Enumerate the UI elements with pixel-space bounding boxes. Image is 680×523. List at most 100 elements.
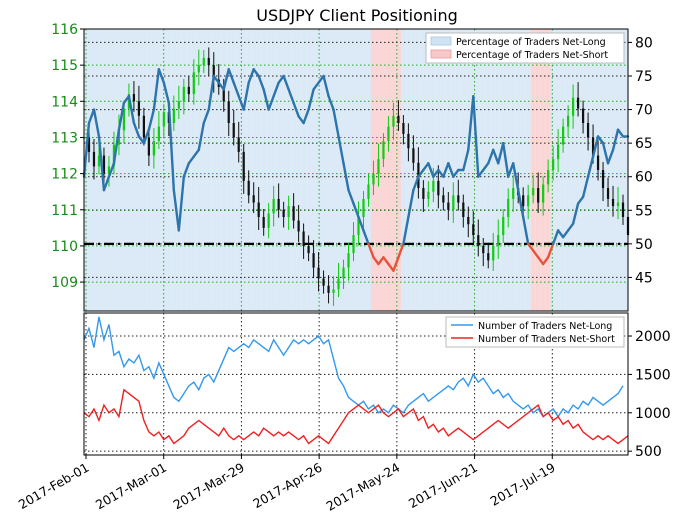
x-axis-date-label: 2017-May-24 [324,460,403,514]
positioning-fill-band [450,29,456,311]
price-candle-body [87,137,91,152]
price-candle-body [382,141,385,160]
price-candle-body [397,115,400,123]
pct-long-segment [187,155,195,165]
price-candle-body [407,133,410,149]
price-candle-body [202,57,205,66]
pct-long-segment [432,168,440,178]
price-candle-body [442,195,445,203]
price-candle-body [187,86,190,95]
price-candle-body [207,57,210,66]
pct-long-segment [322,74,330,98]
pct-long-segment [252,68,260,78]
bottom-right-axis-tick-label: 1500 [635,367,671,383]
price-candle-body [247,180,250,196]
trader-count-line [83,388,629,445]
pct-long-segment [192,148,200,158]
price-candle-body [132,94,136,102]
pct-long-segment [352,202,360,219]
positioning-fill-band [221,29,227,311]
price-candle-body [162,112,165,127]
price-candle-body [472,224,475,236]
pct-long-segment [397,242,405,259]
pct-long-segment [177,175,186,232]
price-candle-body [287,206,290,217]
price-candle-body [512,188,515,199]
positioning-fill-band [341,29,347,311]
pct-long-segment [332,108,340,138]
price-candle-body [467,217,470,225]
pct-long-segment [202,108,210,125]
pct-long-segment [487,148,495,165]
positioning-fill-band [331,29,337,311]
price-candle-body [387,126,390,142]
positioning-fill-band [615,29,621,311]
price-candle-body [267,213,270,228]
positioning-fill-band [565,29,571,311]
pct-long-segment [467,94,475,152]
positioning-fill-band [495,29,501,311]
positioning-fill-band [356,29,361,311]
positioning-fill-band [291,29,297,311]
positioning-fill-band [271,29,277,311]
positioning-fill-band [311,29,317,311]
pct-long-segment [107,162,116,178]
positioning-fill-band [580,29,586,311]
right-axis-tick-label: 65 [635,136,653,152]
positioning-fill-band [570,29,576,311]
x-axis-date-label: 2017-Apr-26 [250,460,324,512]
right-axis-tick-label: 75 [635,69,653,85]
price-candle-body [282,209,285,217]
price-candle-body [581,108,585,123]
price-candle-body [477,235,480,246]
pct-long-segment [372,256,380,266]
pct-long-segment [242,81,250,111]
price-candle-body [367,184,370,199]
price-candle-body [537,188,540,203]
price-candle-body [621,202,625,217]
price-candle-body [552,159,555,170]
pct-long-segment [152,68,161,111]
left-axis-tick-label: 112 [51,167,78,183]
positioning-fill-band [490,29,496,311]
chart-title: USDJPY Client Positioning [256,6,458,25]
price-candle-body [427,191,430,199]
positioning-fill-band [395,29,401,311]
positioning-fill-band [390,29,396,311]
price-candle-body [342,267,345,279]
pct-long-segment [586,155,595,178]
positioning-fill-band [211,29,217,311]
top-legend-label: Percentage of Traders Net-Long [456,37,606,48]
price-candle-body [502,217,505,236]
positioning-fill-band [500,29,506,311]
positioning-fill-band [301,29,307,311]
pct-long-segment [526,242,535,252]
pct-long-segment [536,256,545,266]
pct-long-segment [377,256,385,266]
positioning-fill-band [351,29,356,311]
price-candle-body [252,195,255,203]
price-candle-body [222,86,225,102]
price-candle-body [457,195,460,203]
pct-long-segment [127,94,136,125]
pct-long-segment [82,121,91,178]
bottom-legend: Number of Traders Net-Long Number of Trad… [445,316,625,348]
positioning-fill-band [126,29,132,311]
pct-long-segment [167,101,176,192]
pct-long-segment [581,175,590,199]
positioning-fill-band [156,29,162,311]
pct-long-segment [92,108,101,138]
x-axis-date-label: 2017-Mar-01 [93,460,169,513]
positioning-fill-band [520,29,526,311]
price-candle-body [262,217,265,228]
positioning-fill-band [251,29,257,311]
pct-long-segment [367,242,375,259]
positioning-fill-band [515,29,521,311]
pct-long-segment [492,148,500,165]
price-candle-body [601,170,605,189]
price-candle-body [611,198,615,207]
pct-long-segment [222,68,230,91]
pct-long-segment [571,202,580,225]
price-candle-body [542,184,545,203]
